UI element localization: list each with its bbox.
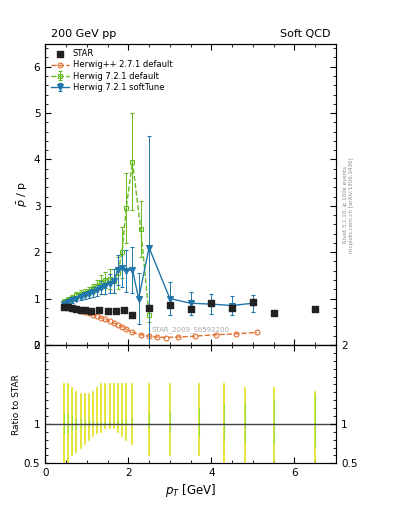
- Herwig++ 2.7.1 default: [116, 322, 120, 328]
- Herwig++ 2.7.1 default: [176, 334, 180, 340]
- STAR: [77, 306, 84, 314]
- Legend: STAR, Herwig++ 2.7.1 default, Herwig 7.2.1 default, Herwig 7.2.1 softTune: STAR, Herwig++ 2.7.1 default, Herwig 7.2…: [50, 48, 174, 93]
- Herwig++ 2.7.1 default: [163, 334, 168, 340]
- Herwig++ 2.7.1 default: [213, 332, 218, 338]
- Herwig++ 2.7.1 default: [95, 313, 99, 319]
- Herwig++ 2.7.1 default: [234, 331, 239, 337]
- STAR: [73, 305, 79, 313]
- Herwig++ 2.7.1 default: [193, 333, 197, 339]
- Y-axis label: Ratio to STAR: Ratio to STAR: [12, 374, 21, 435]
- Herwig++ 2.7.1 default: [120, 324, 125, 330]
- Herwig++ 2.7.1 default: [70, 305, 75, 311]
- STAR: [187, 305, 194, 313]
- Herwig++ 2.7.1 default: [78, 308, 83, 314]
- Herwig++ 2.7.1 default: [255, 329, 259, 335]
- STAR: [146, 304, 152, 312]
- Text: Rivet 3.1.10, ≥ 100k events: Rivet 3.1.10, ≥ 100k events: [343, 166, 348, 243]
- Herwig++ 2.7.1 default: [91, 312, 95, 318]
- STAR: [250, 298, 256, 306]
- STAR: [167, 301, 173, 309]
- Herwig++ 2.7.1 default: [74, 306, 79, 312]
- STAR: [65, 303, 71, 311]
- STAR: [312, 305, 318, 313]
- STAR: [113, 307, 119, 315]
- Y-axis label: $\bar{p}$ / p: $\bar{p}$ / p: [15, 181, 29, 207]
- Herwig++ 2.7.1 default: [99, 315, 104, 321]
- STAR: [208, 299, 215, 307]
- Herwig++ 2.7.1 default: [147, 333, 151, 339]
- STAR: [88, 307, 94, 315]
- STAR: [105, 307, 111, 315]
- Herwig++ 2.7.1 default: [130, 329, 135, 335]
- Herwig++ 2.7.1 default: [155, 334, 160, 340]
- Herwig++ 2.7.1 default: [107, 318, 112, 325]
- Line: Herwig++ 2.7.1 default: Herwig++ 2.7.1 default: [61, 302, 259, 340]
- STAR: [129, 311, 136, 319]
- Herwig++ 2.7.1 default: [62, 301, 66, 307]
- Herwig++ 2.7.1 default: [86, 310, 91, 316]
- Text: Soft QCD: Soft QCD: [280, 29, 330, 39]
- STAR: [96, 306, 102, 314]
- Text: mcplots.cern.ch [arXiv:1306.3436]: mcplots.cern.ch [arXiv:1306.3436]: [349, 157, 354, 252]
- Text: 200 GeV pp: 200 GeV pp: [51, 29, 116, 39]
- STAR: [61, 303, 67, 311]
- Herwig++ 2.7.1 default: [111, 320, 116, 326]
- STAR: [69, 304, 75, 312]
- Text: STAR_2009_S6592200: STAR_2009_S6592200: [152, 326, 230, 333]
- X-axis label: $p_T$ [GeV]: $p_T$ [GeV]: [165, 482, 216, 499]
- STAR: [121, 306, 127, 314]
- Herwig++ 2.7.1 default: [138, 332, 143, 338]
- STAR: [229, 304, 235, 312]
- STAR: [81, 306, 88, 314]
- Herwig++ 2.7.1 default: [66, 303, 70, 309]
- Herwig++ 2.7.1 default: [82, 309, 87, 315]
- STAR: [270, 309, 277, 317]
- Herwig++ 2.7.1 default: [103, 316, 108, 323]
- Herwig++ 2.7.1 default: [124, 326, 129, 332]
